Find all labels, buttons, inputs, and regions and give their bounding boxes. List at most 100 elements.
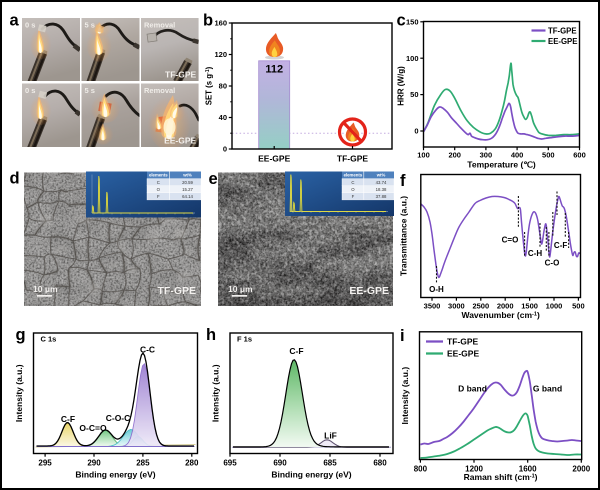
svg-text:e: e xyxy=(209,170,218,188)
svg-text:1200: 1200 xyxy=(465,465,483,474)
svg-text:100: 100 xyxy=(406,54,419,63)
svg-text:C-F: C-F xyxy=(61,414,75,424)
svg-text:O-C=O: O-C=O xyxy=(79,423,107,433)
svg-text:g: g xyxy=(16,326,26,344)
svg-text:Removal: Removal xyxy=(144,21,175,30)
svg-text:F: F xyxy=(352,194,355,199)
svg-text:290: 290 xyxy=(87,459,101,468)
svg-text:TF-GPE: TF-GPE xyxy=(548,26,577,35)
svg-text:TF-GPE: TF-GPE xyxy=(165,70,196,80)
svg-text:Intensity (a.u.): Intensity (a.u.) xyxy=(14,364,24,422)
svg-text:20.59: 20.59 xyxy=(182,180,193,185)
svg-text:d: d xyxy=(10,170,20,188)
svg-text:400: 400 xyxy=(511,151,524,160)
svg-text:150: 150 xyxy=(406,17,419,26)
svg-text:SET (s g-1): SET (s g-1) xyxy=(205,66,214,105)
svg-text:C-O: C-O xyxy=(545,259,560,268)
svg-text:EE-GPE: EE-GPE xyxy=(349,285,389,297)
svg-text:680: 680 xyxy=(373,459,387,468)
svg-text:64.14: 64.14 xyxy=(182,194,193,199)
svg-text:C 1s: C 1s xyxy=(41,335,57,344)
svg-text:500: 500 xyxy=(542,151,555,160)
svg-text:C: C xyxy=(351,180,354,185)
svg-text:h: h xyxy=(206,326,216,344)
svg-text:F: F xyxy=(157,194,160,199)
svg-text:18.38: 18.38 xyxy=(376,187,387,192)
svg-text:HRR (W/g): HRR (W/g) xyxy=(397,66,406,106)
svg-text:80: 80 xyxy=(219,82,227,91)
svg-text:2000: 2000 xyxy=(572,465,590,474)
svg-text:i: i xyxy=(400,327,405,345)
svg-text:5 s: 5 s xyxy=(85,86,95,95)
svg-text:F 1s: F 1s xyxy=(237,335,252,344)
svg-text:TF-GPE: TF-GPE xyxy=(158,285,197,297)
svg-text:wt%: wt% xyxy=(376,173,386,178)
svg-text:0: 0 xyxy=(414,127,418,136)
svg-text:C-O-C: C-O-C xyxy=(106,413,131,423)
svg-text:C-F: C-F xyxy=(289,346,303,356)
svg-text:Binding energy (eV): Binding energy (eV) xyxy=(75,470,155,480)
svg-text:0 s: 0 s xyxy=(25,21,35,30)
svg-text:Binding energy (eV): Binding energy (eV) xyxy=(271,470,351,480)
svg-text:0 s: 0 s xyxy=(25,86,35,95)
svg-text:Raman shift (cm-1): Raman shift (cm-1) xyxy=(464,472,538,482)
svg-text:Temperature (℃): Temperature (℃) xyxy=(467,160,536,170)
svg-text:800: 800 xyxy=(414,465,428,474)
svg-text:10 μm: 10 μm xyxy=(228,284,253,294)
svg-text:Removal: Removal xyxy=(144,86,175,95)
svg-text:695: 695 xyxy=(223,459,237,468)
svg-text:EE-GPE: EE-GPE xyxy=(548,37,577,46)
svg-text:600: 600 xyxy=(573,151,586,160)
svg-text:elements: elements xyxy=(149,173,168,178)
svg-text:O-H: O-H xyxy=(429,285,444,294)
svg-text:500: 500 xyxy=(572,302,585,311)
svg-text:10 μm: 10 μm xyxy=(33,284,58,294)
svg-text:TF-GPE: TF-GPE xyxy=(337,154,368,164)
svg-text:100: 100 xyxy=(417,151,430,160)
svg-text:112: 112 xyxy=(265,64,283,76)
svg-text:120: 120 xyxy=(214,50,227,59)
svg-text:f: f xyxy=(400,172,406,190)
svg-text:2000: 2000 xyxy=(497,302,514,311)
svg-text:EE-GPE: EE-GPE xyxy=(447,349,479,359)
svg-text:3000: 3000 xyxy=(448,302,465,311)
svg-text:300: 300 xyxy=(480,151,493,160)
svg-text:EE-GPE: EE-GPE xyxy=(164,136,196,146)
svg-text:O: O xyxy=(351,187,355,192)
svg-text:1600: 1600 xyxy=(519,465,537,474)
svg-text:15.27: 15.27 xyxy=(182,187,193,192)
svg-text:b: b xyxy=(203,12,213,30)
svg-text:2500: 2500 xyxy=(472,302,489,311)
svg-text:3500: 3500 xyxy=(424,302,441,311)
svg-text:elements: elements xyxy=(344,173,363,178)
svg-text:200: 200 xyxy=(448,151,461,160)
svg-text:EE-GPE: EE-GPE xyxy=(258,154,290,164)
svg-text:C: C xyxy=(157,180,160,185)
svg-text:G band: G band xyxy=(533,384,562,394)
svg-text:D band: D band xyxy=(458,384,487,394)
svg-text:295: 295 xyxy=(38,459,52,468)
svg-text:LiF: LiF xyxy=(324,431,337,441)
svg-text:160: 160 xyxy=(214,19,227,28)
svg-text:1500: 1500 xyxy=(521,302,538,311)
svg-text:1000: 1000 xyxy=(546,302,563,311)
svg-text:Wavenumber (cm-1): Wavenumber (cm-1) xyxy=(462,310,540,320)
svg-text:c: c xyxy=(397,12,406,30)
svg-text:C-F: C-F xyxy=(554,241,567,250)
svg-text:37.88: 37.88 xyxy=(376,194,387,199)
svg-text:285: 285 xyxy=(136,459,150,468)
svg-text:5 s: 5 s xyxy=(85,21,95,30)
svg-text:Intensity (a.u.): Intensity (a.u.) xyxy=(211,364,221,422)
svg-text:C=O: C=O xyxy=(502,236,519,245)
svg-text:a: a xyxy=(10,12,20,30)
svg-text:50: 50 xyxy=(410,90,418,99)
svg-text:43.74: 43.74 xyxy=(376,180,387,185)
svg-text:Intensity (a.u.): Intensity (a.u.) xyxy=(400,367,410,425)
svg-text:TF-GPE: TF-GPE xyxy=(447,337,478,347)
svg-text:40: 40 xyxy=(219,113,227,122)
svg-text:C-H: C-H xyxy=(528,249,542,258)
svg-text:Transmittance (a.u.): Transmittance (a.u.) xyxy=(399,196,409,276)
svg-text:C-C: C-C xyxy=(140,345,155,355)
svg-text:690: 690 xyxy=(273,459,287,468)
svg-text:0: 0 xyxy=(223,145,227,154)
